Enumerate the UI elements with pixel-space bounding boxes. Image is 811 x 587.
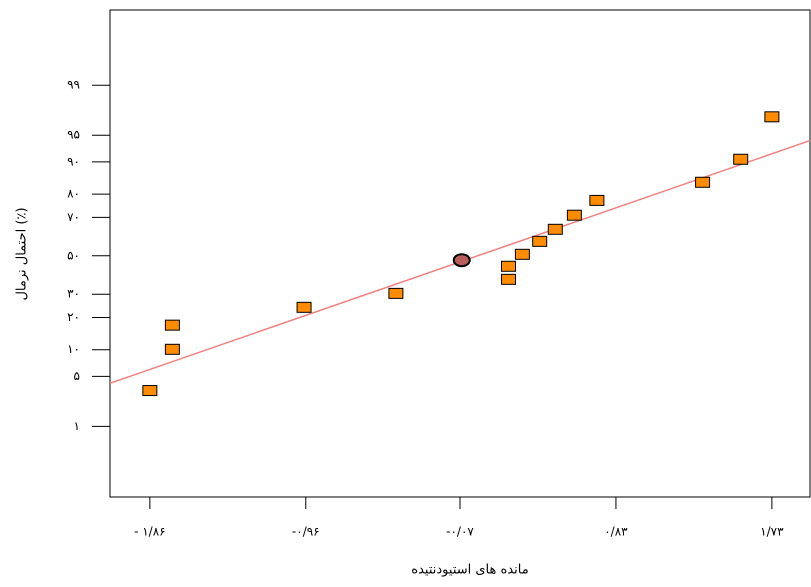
y-tick-label: ۹۰ — [67, 154, 80, 168]
y-tick-label: ۵ — [74, 369, 80, 383]
x-tick-label: ۱/۷۳ — [760, 525, 784, 539]
x-axis-label: مانده های استیودنتیده — [411, 563, 528, 578]
point — [514, 248, 530, 260]
point — [142, 385, 158, 397]
y-tick-label: ۵۰ — [67, 248, 80, 262]
y-tick-label: ۹۹ — [67, 78, 80, 92]
point — [547, 223, 563, 235]
point — [501, 260, 517, 272]
y-axis-label: احتمال نرمال (٪) — [15, 207, 30, 300]
point — [566, 209, 582, 221]
x-tick-label: -۰/۹۶ — [292, 525, 320, 539]
point — [388, 287, 404, 299]
point — [733, 153, 749, 165]
x-tick-label: ۰/۸۳ — [604, 525, 628, 539]
point — [764, 111, 780, 123]
y-tick-label: ۹۵ — [67, 128, 80, 142]
y-tick-label: ۸۰ — [67, 187, 80, 201]
point — [589, 194, 605, 206]
x-tick-label: -۰/۰۷ — [446, 525, 474, 539]
x-tick-label: - ۱/۸۶ — [134, 525, 166, 539]
point — [164, 343, 180, 355]
y-tick-label: ۳۰ — [67, 287, 80, 301]
y-tick-label: ۱ — [74, 419, 80, 433]
y-tick-label: ۲۰ — [67, 310, 80, 324]
y-tick-label: ۱۰ — [67, 342, 80, 356]
y-tick-label: ۷۰ — [67, 210, 80, 224]
point — [695, 176, 711, 188]
point — [296, 301, 312, 313]
point — [164, 319, 180, 331]
highlight-point — [452, 253, 471, 268]
point — [501, 273, 517, 285]
point — [532, 235, 548, 247]
